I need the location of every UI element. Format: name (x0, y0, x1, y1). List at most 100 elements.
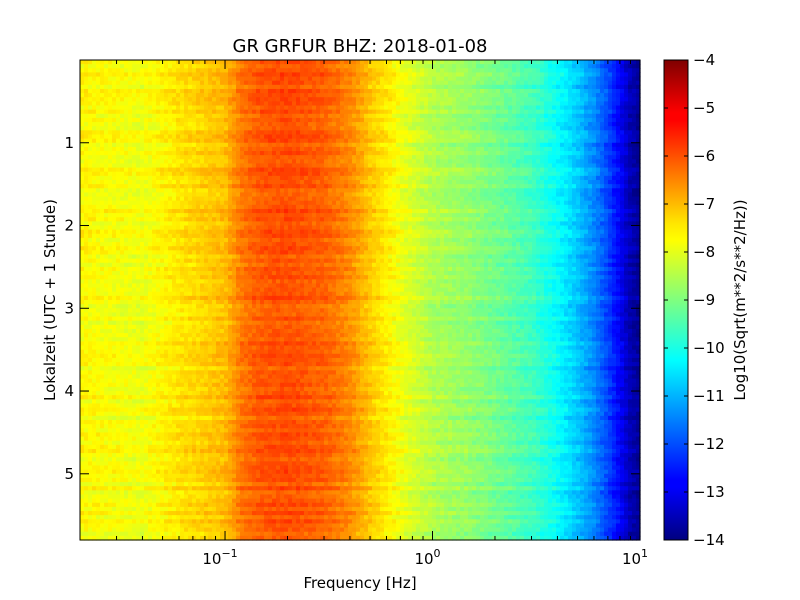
heatmap-cell (148, 60, 153, 65)
heatmap-cell (392, 105, 397, 111)
heatmap-cell (256, 130, 261, 136)
heatmap-cell (96, 130, 101, 136)
heatmap-cell (532, 113, 537, 119)
heatmap-cell (248, 109, 253, 115)
heatmap-cell (92, 151, 97, 156)
heatmap-cell (344, 84, 349, 90)
heatmap-cell (280, 72, 285, 78)
heatmap-cell (144, 97, 149, 102)
heatmap-cell (448, 192, 453, 198)
heatmap-cell (444, 138, 449, 144)
heatmap-cell (584, 175, 589, 181)
heatmap-cell (400, 180, 405, 185)
heatmap-cell (168, 76, 173, 82)
heatmap-cell (256, 64, 261, 69)
heatmap-cell (560, 117, 565, 123)
heatmap-cell (356, 68, 361, 74)
heatmap-cell (248, 184, 253, 189)
heatmap-cell (584, 167, 589, 173)
heatmap-cell (272, 122, 277, 127)
heatmap-cell (80, 68, 85, 74)
heatmap-cell (608, 88, 613, 94)
heatmap-cell (628, 130, 633, 136)
heatmap-cell (172, 101, 177, 107)
heatmap-cell (152, 200, 157, 206)
heatmap-cell (312, 188, 317, 194)
heatmap-cell (136, 101, 141, 107)
heatmap-cell (220, 175, 225, 181)
heatmap-cell (276, 188, 281, 194)
heatmap-cell (412, 192, 417, 198)
heatmap-cell (404, 180, 409, 185)
heatmap-cell (80, 101, 85, 107)
heatmap-cell (212, 151, 217, 156)
heatmap-cell (580, 142, 585, 148)
heatmap-cell (184, 68, 189, 74)
heatmap-cell (504, 188, 509, 194)
heatmap-cell (236, 142, 241, 148)
heatmap-cell (244, 64, 249, 69)
heatmap-cell (496, 72, 501, 78)
heatmap-cell (568, 188, 573, 194)
heatmap-cell (88, 84, 93, 90)
heatmap-cell (248, 142, 253, 148)
heatmap-cell (148, 113, 153, 119)
heatmap-cell (136, 97, 141, 102)
heatmap-cell (256, 93, 261, 98)
heatmap-cell (556, 126, 561, 131)
heatmap-cell (316, 84, 321, 90)
heatmap-cell (484, 60, 489, 65)
heatmap-cell (220, 105, 225, 111)
heatmap-cell (536, 151, 541, 156)
heatmap-cell (600, 72, 605, 78)
heatmap-cell (636, 142, 641, 148)
heatmap-cell (272, 142, 277, 148)
heatmap-cell (144, 175, 149, 181)
heatmap-cell (556, 171, 561, 177)
heatmap-cell (620, 76, 625, 82)
heatmap-cell (384, 64, 389, 69)
heatmap-cell (212, 122, 217, 127)
heatmap-cell (196, 175, 201, 181)
heatmap-cell (172, 72, 177, 78)
heatmap-cell (348, 175, 353, 181)
heatmap-cell (340, 126, 345, 131)
heatmap-cell (408, 113, 413, 119)
heatmap-cell (552, 167, 557, 173)
heatmap-cell (284, 134, 289, 140)
heatmap-cell (544, 167, 549, 173)
heatmap-cell (280, 126, 285, 131)
heatmap-cell (624, 192, 629, 198)
heatmap-cell (212, 101, 217, 107)
heatmap-cell (100, 142, 105, 148)
heatmap-cell (304, 84, 309, 90)
heatmap-cell (608, 93, 613, 98)
heatmap-cell (348, 64, 353, 69)
heatmap-cell (608, 84, 613, 90)
heatmap-cell (628, 122, 633, 127)
heatmap-cell (264, 117, 269, 123)
heatmap-cell (388, 134, 393, 140)
heatmap-cell (108, 196, 113, 202)
heatmap-cell (220, 167, 225, 173)
heatmap-cell (528, 113, 533, 119)
heatmap-cell (448, 188, 453, 194)
heatmap-cell (340, 155, 345, 160)
heatmap-cell (112, 64, 117, 69)
heatmap-cell (244, 80, 249, 86)
heatmap-cell (432, 88, 437, 94)
heatmap-cell (228, 113, 233, 119)
heatmap-cell (516, 60, 521, 65)
heatmap-cell (408, 109, 413, 115)
heatmap-cell (160, 109, 165, 115)
heatmap-cell (532, 155, 537, 160)
heatmap-cell (424, 151, 429, 156)
heatmap-cell (432, 93, 437, 98)
heatmap-cell (468, 200, 473, 206)
heatmap-cell (108, 97, 113, 102)
heatmap-cell (520, 188, 525, 194)
heatmap-cell (180, 109, 185, 115)
heatmap-cell (296, 146, 301, 152)
heatmap-cell (600, 159, 605, 165)
heatmap-cell (348, 101, 353, 107)
